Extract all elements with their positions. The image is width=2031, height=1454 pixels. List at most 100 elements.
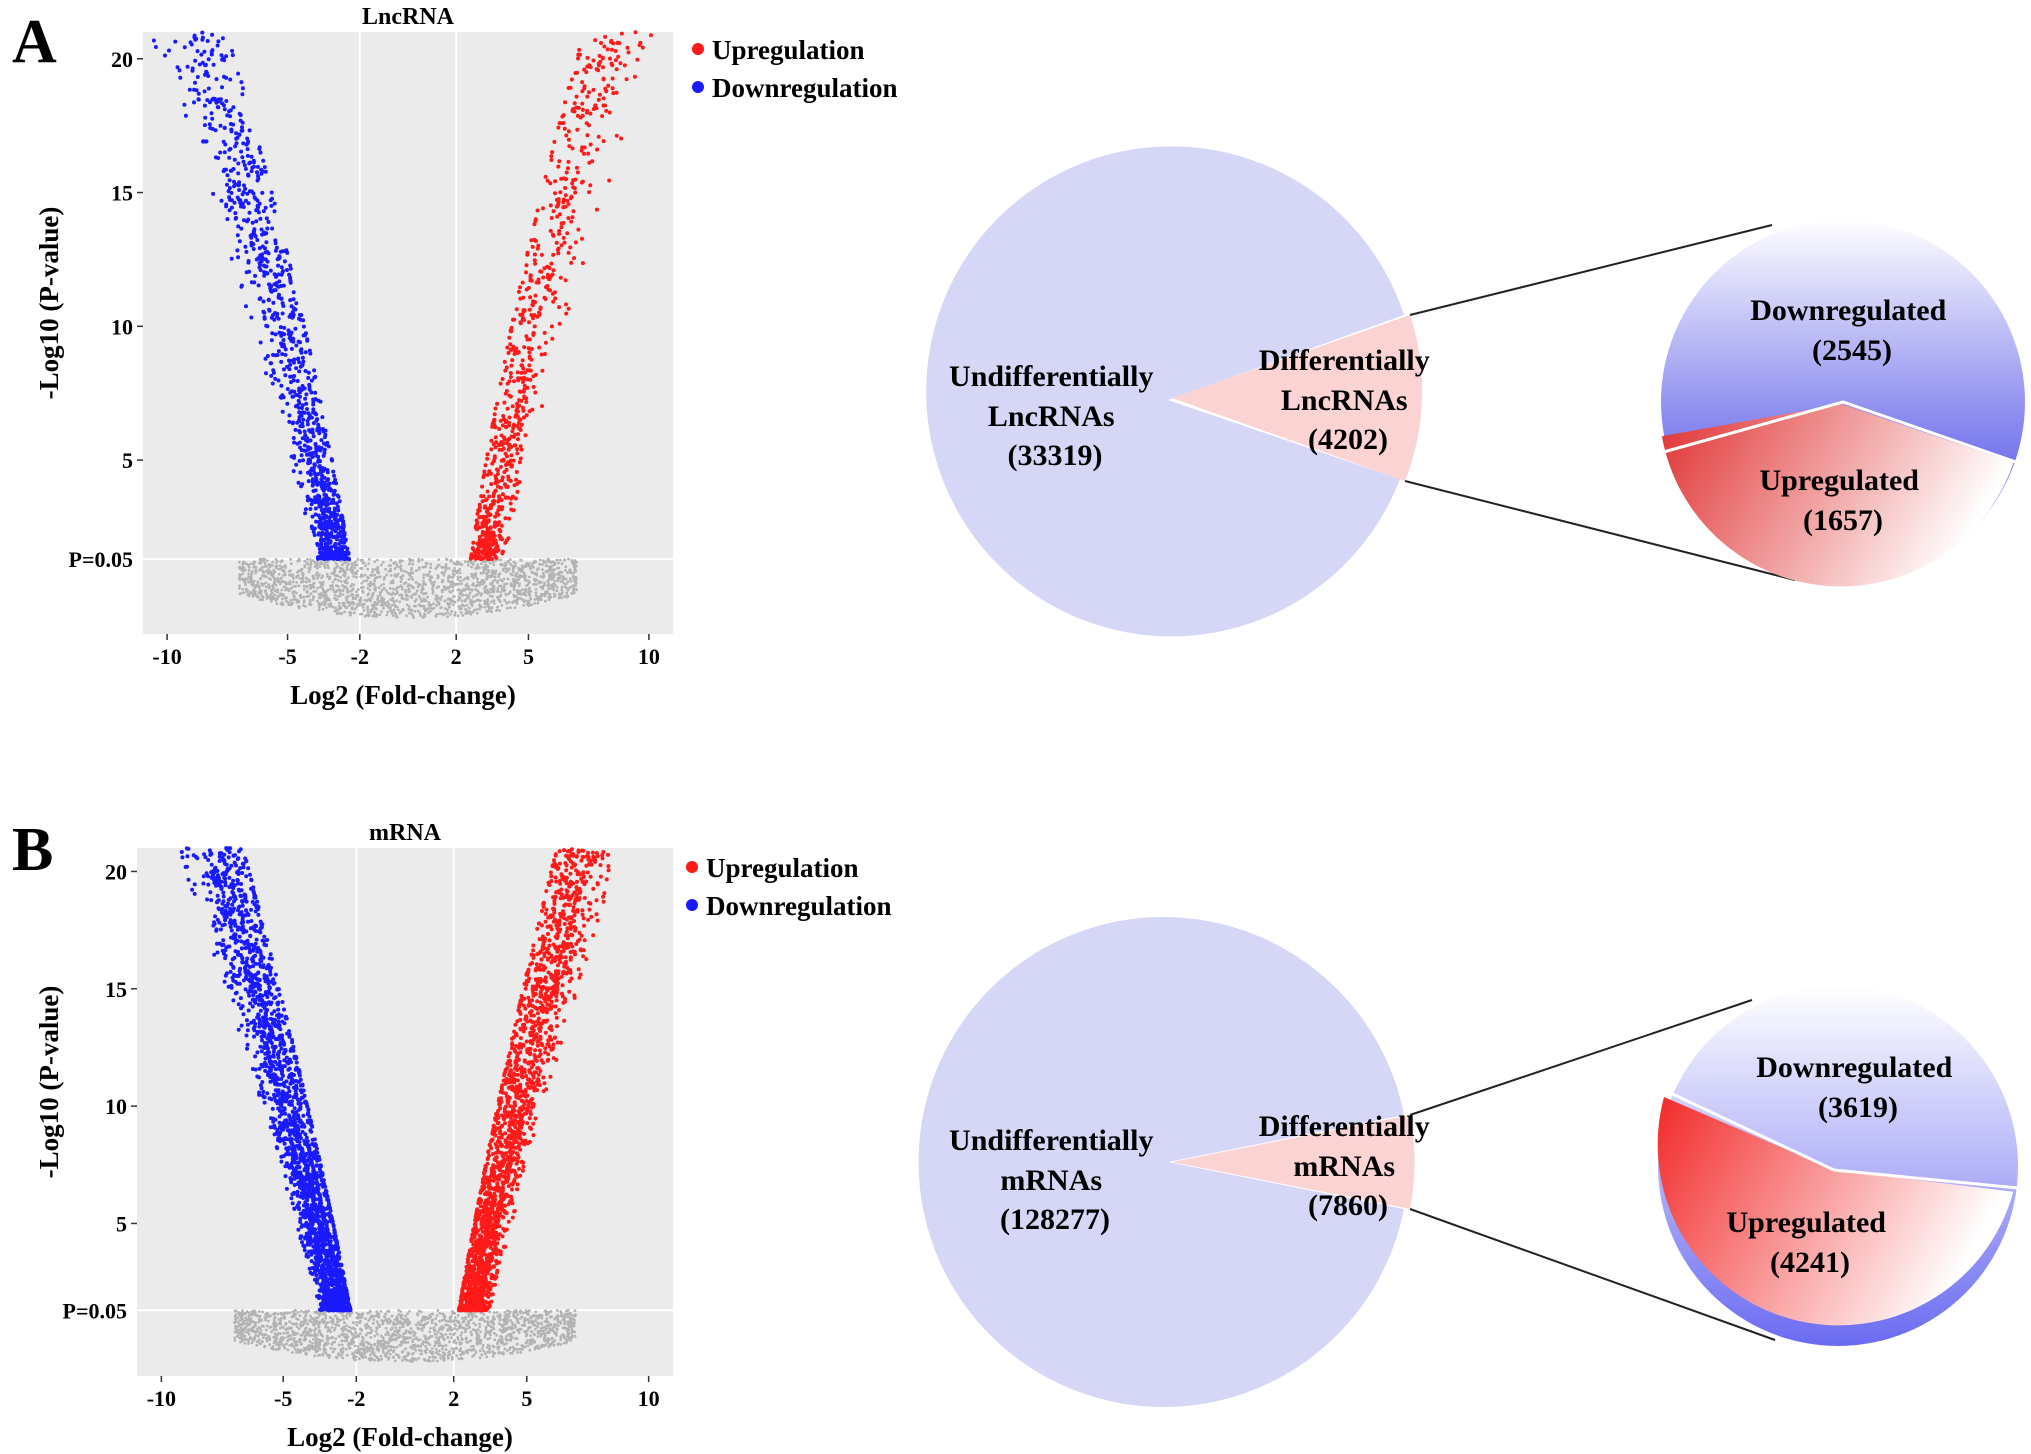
point-nonsignificant: [333, 578, 337, 581]
point-nonsignificant: [256, 582, 260, 585]
point-nonsignificant: [315, 562, 319, 566]
point-nonsignificant: [434, 615, 438, 618]
point-nonsignificant: [374, 588, 377, 592]
point-nonsignificant: [244, 577, 248, 581]
point-downregulated: [298, 430, 302, 435]
point-nonsignificant: [304, 580, 308, 584]
point-upregulated: [519, 447, 524, 452]
point-nonsignificant: [241, 587, 245, 591]
point-upregulated: [564, 133, 569, 138]
point-nonsignificant: [475, 611, 479, 615]
point-downregulated: [273, 241, 278, 246]
point-downregulated: [290, 374, 295, 379]
point-upregulated: [491, 459, 496, 464]
point-upregulated: [556, 246, 561, 251]
point-downregulated: [271, 300, 276, 305]
point-nonsignificant: [416, 1326, 420, 1330]
point-nonsignificant: [375, 1327, 379, 1330]
point-nonsignificant: [527, 564, 531, 568]
point-upregulated: [481, 494, 486, 499]
point-nonsignificant: [293, 1348, 297, 1351]
point-nonsignificant: [377, 1349, 380, 1353]
point-nonsignificant: [547, 584, 550, 588]
point-nonsignificant: [360, 586, 363, 590]
point-nonsignificant: [341, 593, 345, 596]
point-upregulated: [566, 129, 571, 134]
point-nonsignificant: [258, 568, 261, 572]
point-nonsignificant: [509, 1332, 513, 1336]
point-downregulated: [314, 453, 319, 458]
point-nonsignificant: [323, 561, 327, 565]
point-nonsignificant: [372, 610, 376, 614]
point-upregulated: [507, 516, 512, 521]
point-nonsignificant: [564, 582, 568, 586]
point-nonsignificant: [295, 1350, 298, 1354]
point-nonsignificant: [391, 603, 394, 607]
point-nonsignificant: [345, 1353, 349, 1357]
point-upregulated: [524, 334, 529, 339]
point-downregulated: [227, 109, 231, 114]
point-nonsignificant: [465, 1340, 468, 1344]
point-nonsignificant: [332, 1347, 336, 1351]
point-nonsignificant: [444, 612, 447, 616]
point-nonsignificant: [384, 1317, 388, 1321]
point-nonsignificant: [367, 583, 370, 586]
point-upregulated: [492, 412, 497, 417]
point-upregulated: [527, 337, 532, 342]
point-nonsignificant: [427, 611, 430, 615]
point-nonsignificant: [267, 1334, 270, 1338]
point-nonsignificant: [258, 587, 261, 590]
point-nonsignificant: [555, 585, 559, 589]
point-downregulated: [308, 472, 313, 477]
point-downregulated: [312, 526, 317, 531]
point-downregulated: [331, 469, 336, 474]
point-nonsignificant: [468, 591, 472, 595]
point-upregulated: [498, 381, 503, 386]
point-upregulated: [492, 552, 497, 557]
point-nonsignificant: [478, 1322, 481, 1326]
point-nonsignificant: [368, 1309, 372, 1313]
point-nonsignificant: [483, 589, 487, 593]
point-upregulated: [608, 56, 612, 61]
point-downregulated: [260, 244, 265, 249]
point-nonsignificant: [411, 1330, 414, 1334]
point-nonsignificant: [540, 592, 543, 596]
point-nonsignificant: [474, 567, 477, 570]
point-upregulated: [588, 65, 593, 70]
point-nonsignificant: [302, 584, 306, 588]
point-nonsignificant: [483, 605, 487, 609]
point-downregulated: [297, 369, 302, 374]
point-nonsignificant: [288, 573, 291, 577]
point-nonsignificant: [555, 589, 559, 593]
point-downregulated: [294, 343, 299, 348]
point-nonsignificant: [556, 1314, 559, 1317]
point-upregulated: [615, 40, 620, 45]
point-upregulated: [580, 101, 585, 106]
point-nonsignificant: [338, 1334, 341, 1338]
point-downregulated: [345, 546, 350, 551]
point-downregulated: [237, 188, 242, 192]
point-nonsignificant: [470, 560, 473, 564]
point-nonsignificant: [400, 609, 403, 613]
point-nonsignificant: [408, 557, 411, 561]
point-nonsignificant: [497, 575, 501, 579]
point-downregulated: [235, 233, 240, 238]
point-nonsignificant: [456, 598, 460, 602]
point-upregulated: [564, 311, 569, 316]
point-downregulated: [313, 497, 318, 502]
point-nonsignificant: [426, 595, 429, 599]
point-upregulated: [518, 320, 523, 325]
point-upregulated: [522, 345, 527, 350]
point-nonsignificant: [372, 583, 376, 587]
point-nonsignificant: [365, 613, 369, 617]
point-downregulated: [301, 324, 306, 329]
point-downregulated: [314, 519, 319, 524]
point-nonsignificant: [385, 573, 388, 577]
point-downregulated: [281, 367, 286, 372]
point-nonsignificant: [429, 1326, 432, 1330]
point-nonsignificant: [487, 574, 491, 578]
point-nonsignificant: [470, 1345, 473, 1348]
point-upregulated: [505, 381, 510, 386]
point-nonsignificant: [499, 562, 503, 566]
point-nonsignificant: [366, 607, 369, 611]
